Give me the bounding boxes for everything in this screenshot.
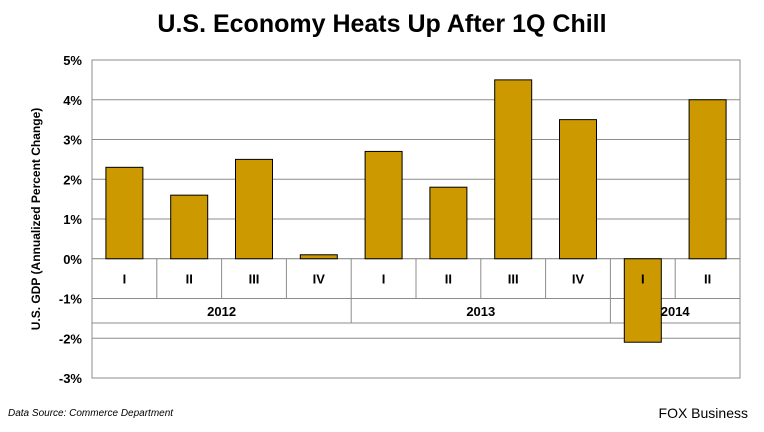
y-tick-label: -2% bbox=[59, 331, 83, 346]
category-label: II bbox=[186, 272, 193, 287]
plot-border bbox=[91, 59, 741, 379]
bar bbox=[235, 158, 273, 260]
year-label: 2014 bbox=[661, 304, 691, 319]
y-tick-label: 5% bbox=[63, 53, 82, 68]
category-label: III bbox=[508, 272, 519, 287]
y-tick-label: 2% bbox=[63, 172, 82, 187]
category-label: IV bbox=[313, 272, 326, 287]
bar bbox=[623, 258, 662, 343]
category-label: II bbox=[445, 272, 452, 287]
y-axis-label: U.S. GDP (Annualized Percent Change) bbox=[29, 108, 43, 330]
bar bbox=[559, 119, 597, 260]
bars bbox=[105, 79, 727, 343]
bar bbox=[364, 150, 403, 260]
year-label: 2013 bbox=[466, 304, 495, 319]
bar bbox=[494, 79, 533, 260]
category-label: III bbox=[249, 272, 260, 287]
brand-label: FOX Business bbox=[659, 405, 748, 421]
category-label: I bbox=[641, 272, 645, 287]
bar bbox=[299, 254, 338, 260]
y-tick-label: 4% bbox=[63, 93, 82, 108]
data-source-note: Data Source: Commerce Department bbox=[8, 408, 174, 419]
y-tick-label: 0% bbox=[63, 252, 82, 267]
category-label: IV bbox=[572, 272, 585, 287]
y-axis-ticks: 5% 4% 3% 2% 1% 0% -1% -2% -3% bbox=[59, 53, 83, 386]
y-tick-label: -1% bbox=[59, 292, 83, 307]
bar bbox=[170, 194, 209, 260]
year-label: 2012 bbox=[207, 304, 236, 319]
y-tick-label: -3% bbox=[59, 371, 83, 386]
category-label: I bbox=[123, 272, 127, 287]
y-tick-label: 3% bbox=[63, 133, 82, 148]
category-label: I bbox=[382, 272, 386, 287]
bar bbox=[429, 186, 468, 260]
chart-title: U.S. Economy Heats Up After 1Q Chill bbox=[157, 10, 606, 38]
category-labels: I II III IV I II III IV I II bbox=[123, 272, 712, 287]
category-label: II bbox=[704, 272, 711, 287]
plot-frame bbox=[91, 59, 741, 379]
year-labels: 2012 2013 2014 bbox=[207, 304, 690, 319]
bar bbox=[105, 166, 144, 260]
y-tick-label: 1% bbox=[63, 212, 82, 227]
bar bbox=[688, 99, 727, 260]
